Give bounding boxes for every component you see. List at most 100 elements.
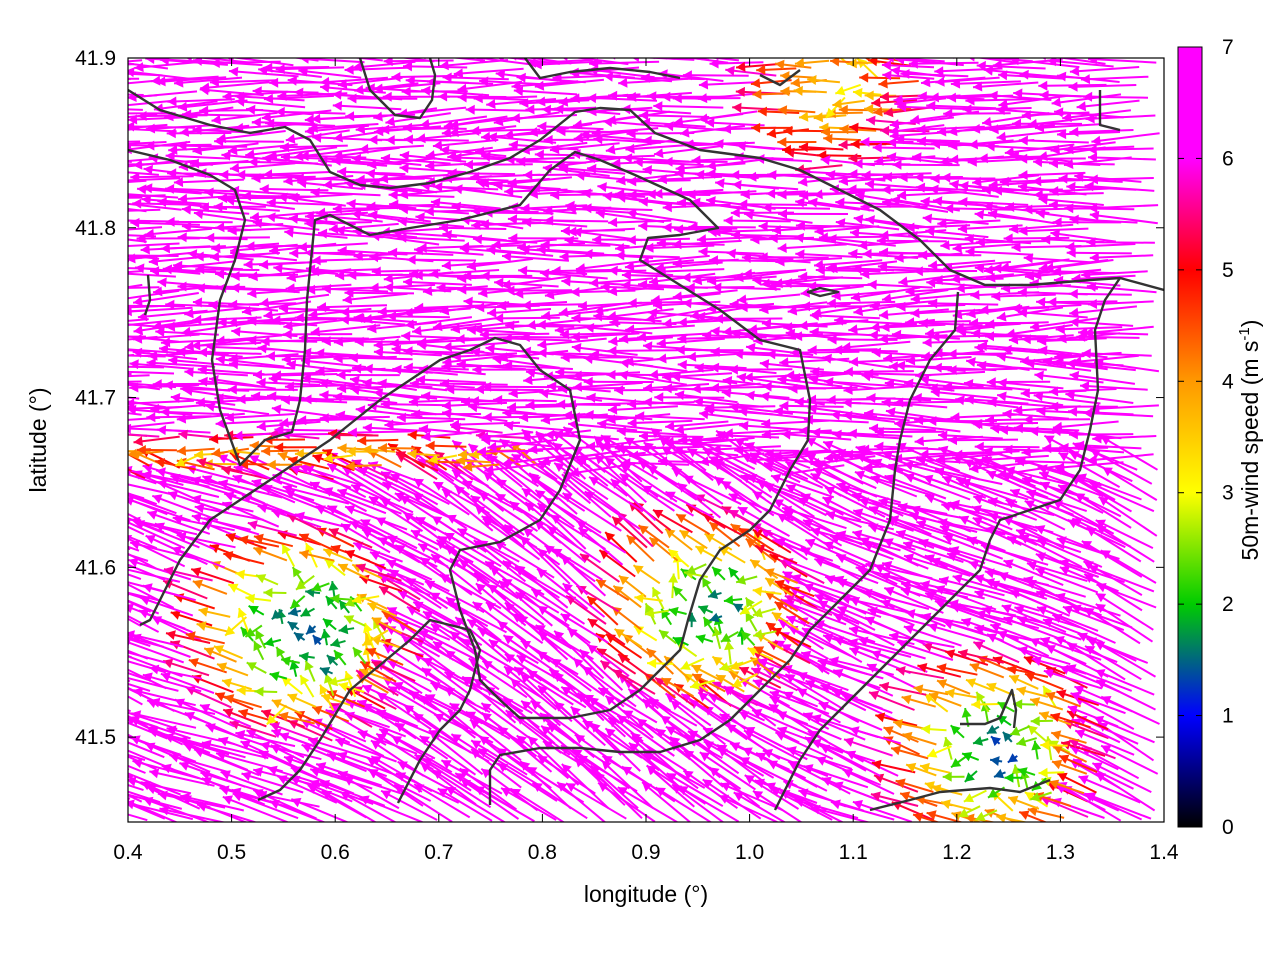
wind-arrow-head bbox=[379, 728, 390, 738]
wind-arrow-head bbox=[733, 792, 744, 802]
wind-arrow-shaft bbox=[149, 666, 203, 680]
wind-arrow-head bbox=[720, 782, 731, 792]
wind-arrow-head bbox=[596, 648, 608, 658]
wind-arrow-shaft bbox=[401, 635, 460, 679]
wind-arrow bbox=[61, 696, 127, 721]
wind-arrow-head bbox=[752, 709, 763, 719]
wind-arrow-shaft bbox=[61, 496, 126, 517]
wind-arrow-head bbox=[102, 487, 112, 496]
wind-arrow bbox=[604, 727, 660, 772]
wind-arrow-head bbox=[287, 693, 298, 703]
wind-arrow-head bbox=[752, 679, 763, 689]
wind-arrow bbox=[128, 668, 167, 690]
wind-arrow-shaft bbox=[973, 422, 1039, 426]
wind-arrow-head bbox=[76, 432, 85, 442]
wind-arrow bbox=[64, 758, 122, 791]
wind-arrow-shaft bbox=[414, 753, 472, 792]
wind-arrow-shaft bbox=[682, 769, 738, 810]
wind-arrow-shaft bbox=[128, 646, 129, 649]
wind-arrow-shaft bbox=[131, 712, 197, 729]
wind-arrow bbox=[128, 721, 168, 740]
wind-arrow bbox=[961, 752, 980, 762]
wind-arrow bbox=[304, 660, 316, 682]
wind-arrow-shaft bbox=[720, 782, 783, 812]
wind-arrow-head bbox=[870, 791, 881, 802]
wind-arrow-shaft bbox=[638, 435, 704, 438]
wind-arrow-head bbox=[116, 731, 126, 741]
wind-arrow bbox=[919, 762, 951, 774]
wind-arrow-head bbox=[927, 748, 938, 758]
wind-arrow-head bbox=[988, 788, 999, 798]
wind-arrow bbox=[875, 712, 918, 727]
wind-arrow bbox=[1007, 795, 1040, 810]
wind-arrow-shaft bbox=[64, 805, 130, 824]
wind-arrow-shaft bbox=[577, 754, 638, 793]
wind-arrow-head bbox=[875, 712, 886, 723]
wind-arrow-shaft bbox=[688, 698, 748, 741]
wind-arrow-head bbox=[1013, 699, 1023, 710]
wind-arrow bbox=[1029, 791, 1052, 802]
wind-arrow-shaft bbox=[128, 695, 143, 706]
wind-arrow bbox=[702, 778, 762, 820]
wind-arrow-head bbox=[699, 752, 710, 762]
wind-arrow-shaft bbox=[513, 666, 574, 706]
wind-arrow bbox=[252, 767, 321, 788]
wind-arrow-shaft bbox=[497, 762, 558, 802]
wind-arrow-head bbox=[605, 728, 616, 738]
wind-arrow bbox=[61, 505, 125, 528]
wind-arrow-shaft bbox=[387, 659, 452, 692]
wind-arrow-head bbox=[393, 682, 404, 691]
wind-arrow-head bbox=[1052, 745, 1064, 755]
wind-arrow-head bbox=[1025, 672, 1036, 682]
wind-arrow-shaft bbox=[607, 716, 660, 763]
wind-arrow-head bbox=[961, 708, 972, 718]
wind-arrow-head bbox=[1016, 686, 1027, 696]
wind-arrow-head bbox=[93, 696, 103, 705]
wind-arrow-shaft bbox=[622, 709, 682, 746]
wind-arrow-shaft bbox=[560, 686, 621, 725]
wind-arrow-shaft bbox=[647, 698, 698, 727]
wind-arrow-head bbox=[1050, 712, 1061, 723]
wind-arrow-shaft bbox=[419, 735, 477, 776]
wind-arrow-shaft bbox=[670, 699, 727, 746]
wind-arrow-head bbox=[425, 694, 436, 704]
wind-arrow-shaft bbox=[205, 724, 267, 748]
wind-arrow-head bbox=[269, 671, 280, 682]
wind-arrow bbox=[128, 709, 131, 713]
wind-arrow bbox=[565, 782, 627, 820]
wind-arrow-head bbox=[751, 667, 762, 677]
wind-arrow-head bbox=[623, 710, 634, 720]
wind-arrow-head bbox=[79, 771, 89, 780]
wind-arrow-head bbox=[1043, 668, 1054, 679]
wind-arrow-head bbox=[104, 508, 114, 517]
wind-arrow-shaft bbox=[163, 734, 230, 756]
wind-arrow-shaft bbox=[413, 783, 471, 819]
wind-arrow-head bbox=[229, 720, 240, 730]
wind-arrow bbox=[326, 752, 388, 778]
wind-arrow bbox=[235, 729, 296, 748]
wind-arrow-head bbox=[338, 770, 349, 781]
wind-arrow-shaft bbox=[128, 774, 134, 778]
wind-arrow bbox=[128, 468, 132, 472]
wind-arrow bbox=[200, 770, 267, 794]
wind-arrow bbox=[128, 672, 151, 682]
wind-arrow-head bbox=[574, 734, 586, 744]
wind-arrow bbox=[1031, 740, 1042, 760]
wind-arrow-shaft bbox=[432, 769, 492, 809]
wind-arrow-shaft bbox=[432, 640, 487, 679]
wind-arrow bbox=[128, 753, 146, 762]
wind-arrow-head bbox=[895, 778, 906, 789]
wind-arrow-shaft bbox=[199, 704, 252, 728]
wind-arrow-head bbox=[271, 699, 282, 709]
wind-arrow-head bbox=[109, 429, 118, 439]
wind-arrow bbox=[128, 608, 129, 609]
wind-arrow-shaft bbox=[227, 388, 298, 391]
wind-arrow-shaft bbox=[382, 676, 438, 711]
wind-arrow bbox=[149, 664, 203, 680]
wind-arrow bbox=[231, 787, 297, 811]
wind-arrow bbox=[76, 432, 128, 442]
wind-arrow-head bbox=[117, 651, 127, 660]
wind-arrow-shaft bbox=[321, 723, 385, 758]
wind-arrow-shaft bbox=[150, 699, 216, 715]
wind-arrow-shaft bbox=[537, 631, 593, 674]
